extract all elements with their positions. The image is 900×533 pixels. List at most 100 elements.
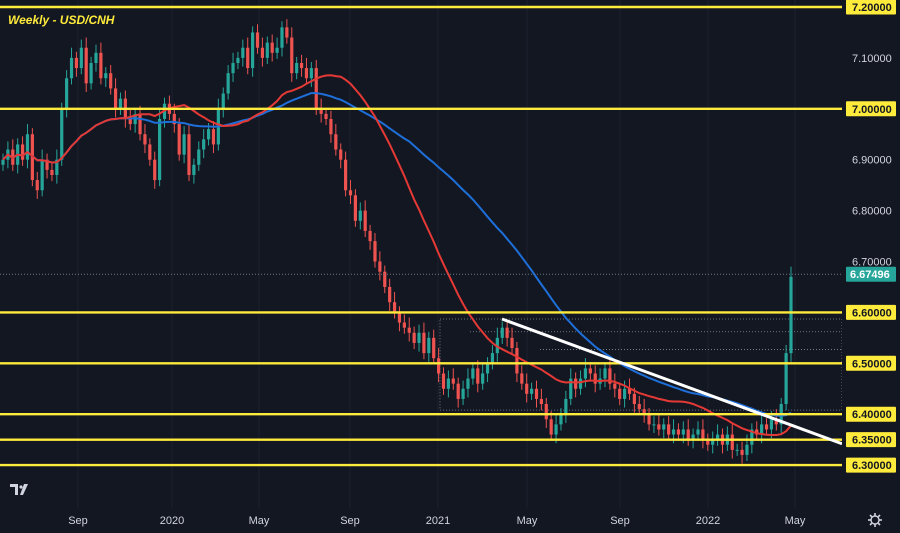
candle-body — [691, 434, 695, 440]
candle-body — [505, 327, 509, 338]
candle-body — [344, 159, 348, 191]
settings-gear-icon[interactable] — [868, 513, 882, 527]
time-label-8: May — [785, 515, 806, 527]
candle-body — [197, 149, 201, 165]
candle-body — [314, 68, 318, 109]
candle-body — [187, 134, 191, 175]
price-label-5: 6.70000 — [852, 257, 892, 269]
candle-body — [334, 134, 338, 150]
candle-body — [143, 134, 147, 145]
candle-body — [45, 159, 49, 170]
ma-fast-line — [2, 74, 792, 436]
candle-body — [647, 414, 651, 425]
candle-body — [368, 230, 372, 242]
candle-body — [500, 327, 504, 338]
candle-body — [769, 419, 774, 430]
candle-body — [329, 118, 333, 135]
candle-body — [40, 159, 44, 191]
time-label-4: 2021 — [426, 515, 450, 527]
last-price-badge: 6.67496 — [846, 266, 896, 282]
candle-body — [295, 62, 299, 74]
time-label-6: Sep — [610, 515, 630, 527]
candle-body — [246, 47, 250, 69]
candle-body — [578, 378, 583, 389]
candle-body — [671, 429, 676, 435]
candle-body — [451, 378, 455, 384]
candle-body — [529, 388, 534, 394]
candle-body — [427, 337, 431, 354]
candle-body — [559, 414, 563, 425]
candle-body — [50, 169, 54, 175]
candle-body — [554, 424, 558, 435]
price-label-10: 6.30000 — [852, 460, 892, 472]
candle-body — [706, 439, 710, 445]
candle-body — [711, 439, 715, 445]
candle-body — [397, 312, 402, 323]
candle-body — [764, 424, 769, 430]
candle-body — [642, 409, 646, 415]
candle-body — [520, 373, 524, 384]
candle-body — [613, 383, 617, 389]
horizontal-levels — [0, 5, 842, 467]
candle-body — [569, 378, 573, 399]
candle-body — [236, 57, 240, 63]
price-label-bg-8 — [846, 406, 896, 422]
candle-body — [138, 113, 142, 135]
candle-body — [667, 424, 671, 435]
candle-body — [637, 404, 641, 410]
time-label-3: Sep — [340, 515, 360, 527]
candle-body — [471, 368, 475, 379]
price-label-9: 6.35000 — [852, 435, 892, 447]
candle-body — [177, 124, 181, 155]
candle-body — [285, 27, 289, 38]
candle-body — [309, 68, 313, 79]
candle-body — [676, 429, 681, 435]
time-label-0: Sep — [68, 515, 88, 527]
candle-body — [412, 332, 416, 343]
candle-body — [588, 368, 592, 374]
candle-body — [608, 368, 612, 384]
candle-body — [618, 388, 622, 399]
candle-body — [69, 57, 74, 79]
candle-body — [20, 144, 25, 160]
candle-body — [206, 129, 211, 140]
candle-body — [510, 337, 514, 349]
price-label-bg-9 — [846, 432, 896, 448]
candle-body — [99, 52, 103, 79]
candle-body — [324, 113, 328, 119]
price-label-2: 7.00000 — [852, 104, 892, 116]
price-label-6: 6.60000 — [852, 307, 892, 319]
candle-body — [740, 449, 744, 455]
candle-body — [574, 378, 578, 389]
candle-body — [299, 62, 304, 69]
candle-body — [715, 434, 720, 440]
candle-body — [750, 429, 754, 445]
candle-body — [446, 378, 450, 389]
candle-body — [593, 373, 597, 384]
ma-slow-line — [2, 92, 792, 417]
candle-body — [603, 368, 607, 379]
candle-body — [270, 42, 274, 53]
candle-body — [784, 353, 788, 405]
price-label-0: 7.20000 — [852, 2, 892, 14]
candle-body — [755, 429, 759, 435]
candle-body — [564, 398, 568, 415]
candle-body — [485, 363, 490, 374]
candle-body — [432, 337, 436, 359]
candle-body — [657, 424, 661, 430]
candle-body — [104, 73, 108, 79]
candle-body — [466, 378, 470, 389]
candle-body — [339, 149, 343, 160]
candle-body — [202, 139, 206, 150]
candle-body — [760, 424, 764, 435]
candle-body — [662, 424, 666, 430]
candle-body — [275, 47, 279, 53]
price-label-bg-10 — [846, 457, 896, 473]
candle-body — [402, 322, 406, 328]
candle-body — [774, 419, 778, 425]
candle-body — [74, 57, 79, 69]
candle-body — [226, 73, 230, 94]
candle-body — [627, 388, 632, 394]
candle-body — [84, 47, 88, 84]
